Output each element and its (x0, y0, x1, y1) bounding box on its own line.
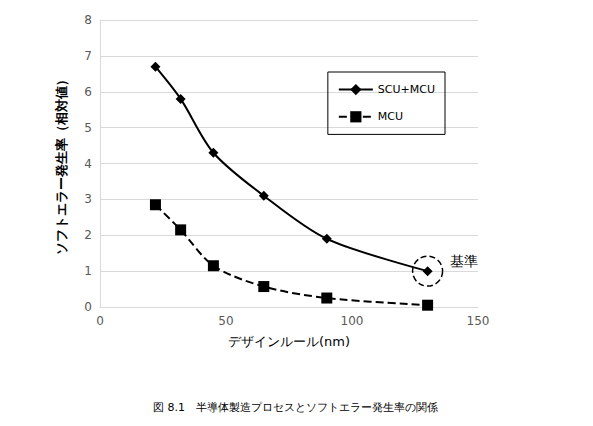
svg-text:1: 1 (84, 264, 92, 278)
svg-text:3: 3 (84, 192, 92, 206)
svg-text:100: 100 (341, 314, 364, 328)
svg-text:MCU: MCU (378, 110, 403, 123)
svg-text:図 8.1 半導体製造プロセスとソフトエラー発生率の関係: 図 8.1 半導体製造プロセスとソフトエラー発生率の関係 (153, 401, 438, 414)
svg-text:8: 8 (84, 13, 92, 27)
svg-text:2: 2 (84, 228, 92, 242)
svg-text:6: 6 (84, 85, 92, 99)
svg-text:50: 50 (218, 314, 233, 328)
svg-text:デザインルール(nm): デザインルール(nm) (228, 334, 350, 349)
svg-text:0: 0 (96, 314, 104, 328)
svg-text:5: 5 (84, 121, 92, 135)
svg-text:ソフトエラー発生率（相対値）: ソフトエラー発生率（相対値） (54, 73, 69, 255)
svg-text:7: 7 (84, 49, 92, 63)
svg-text:0: 0 (84, 300, 92, 314)
svg-text:4: 4 (84, 157, 92, 171)
svg-text:SCU+MCU: SCU+MCU (378, 83, 435, 96)
svg-text:150: 150 (467, 314, 490, 328)
svg-text:基準: 基準 (450, 253, 478, 269)
